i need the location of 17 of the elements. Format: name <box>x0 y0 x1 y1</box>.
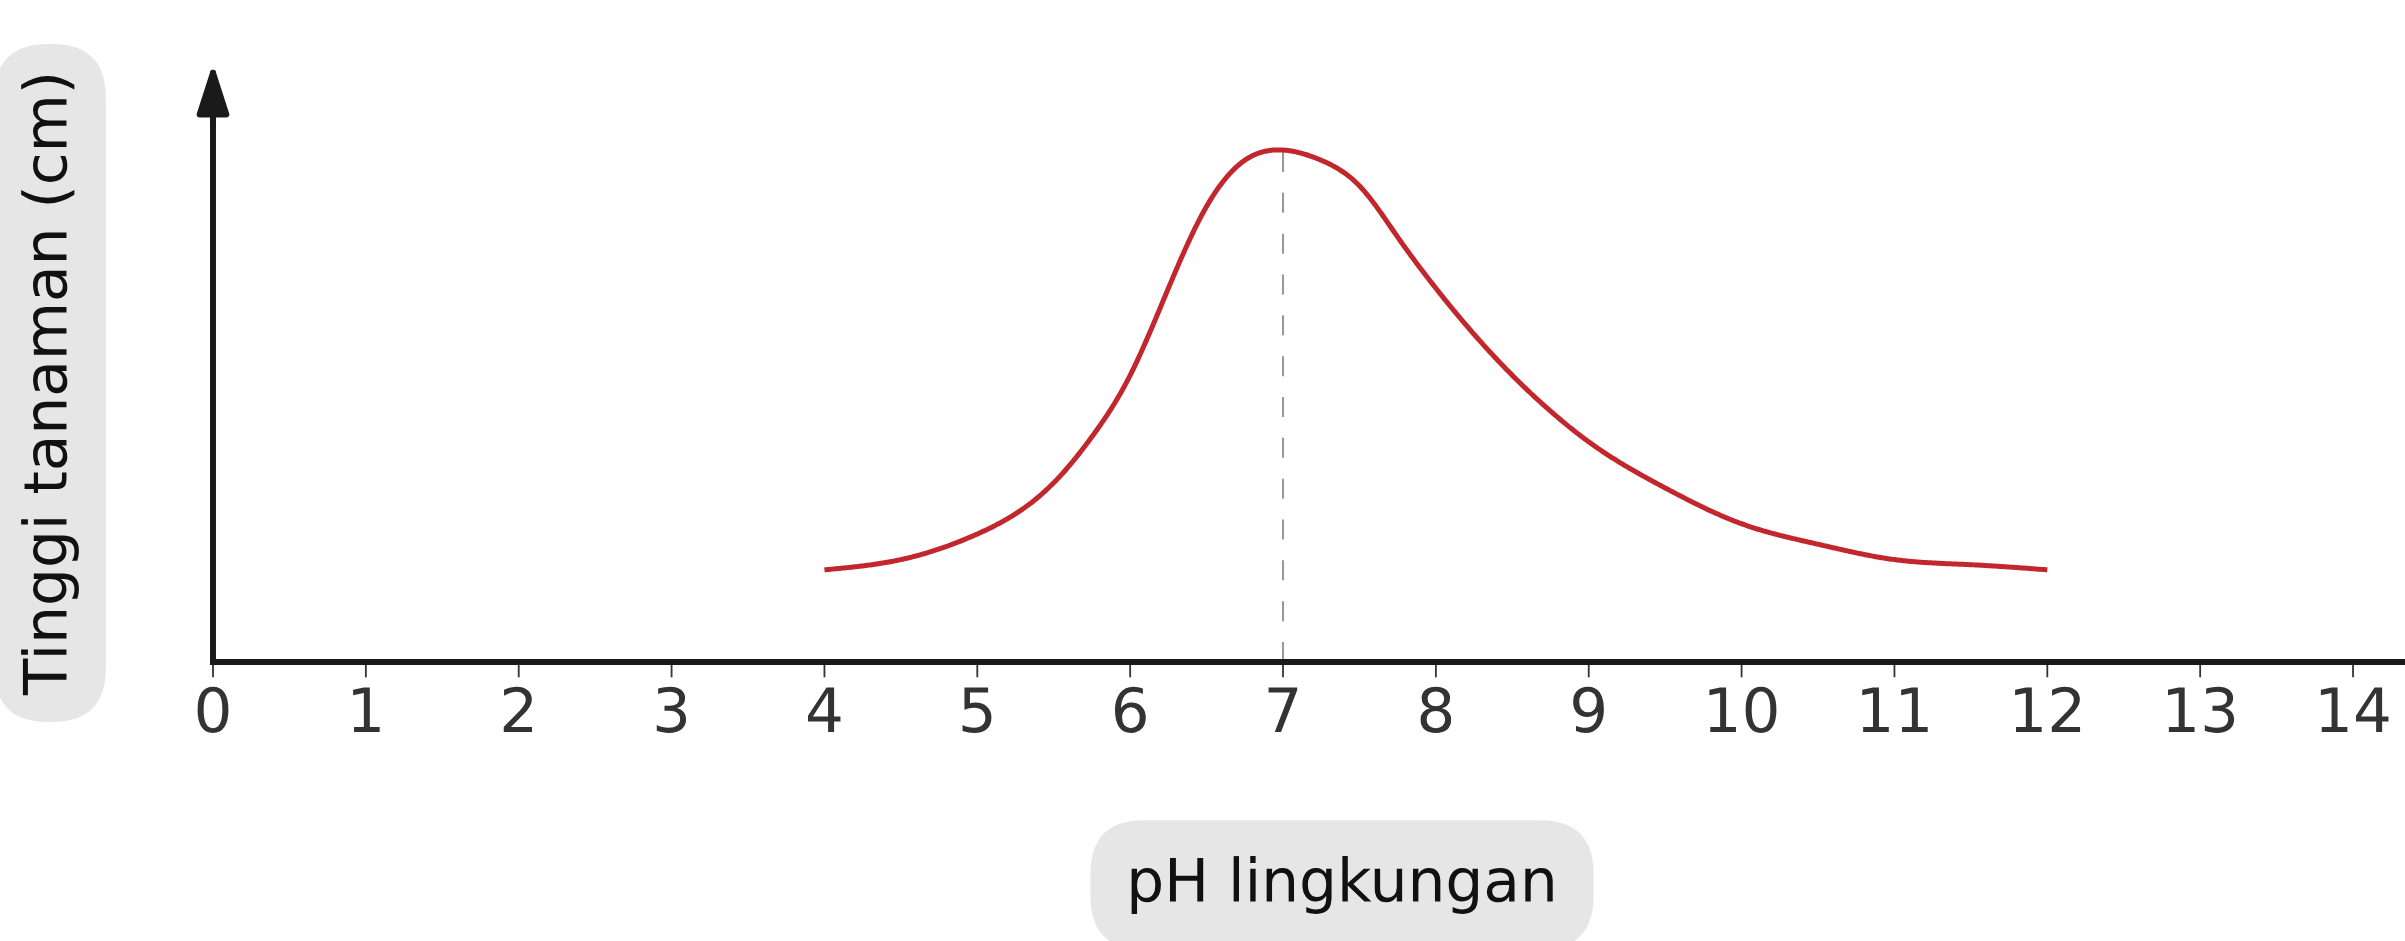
x-tick-label: 10 <box>1709 686 1777 733</box>
x-tick-label: 5 <box>962 687 992 733</box>
x-tick-label: 9 <box>1573 686 1604 733</box>
x-tick-label: 1 <box>353 687 380 733</box>
x-tick-label: 11 <box>1862 687 1928 733</box>
x-tick-label: 8 <box>1420 686 1452 733</box>
x-tick-label: 13 <box>2168 686 2235 733</box>
x-tick-label: 0 <box>197 686 229 733</box>
x-tick-label: 2 <box>503 686 533 733</box>
x-tick-label: 7 <box>1268 687 1298 733</box>
x-tick-label: 12 <box>2015 686 2081 733</box>
x-tick-label: 3 <box>656 686 687 733</box>
x-tick-label: 14 <box>2320 687 2389 733</box>
x-axis-title: pH lingkungan <box>1131 856 1553 914</box>
x-tick-label: 6 <box>1114 686 1146 733</box>
x-tick-label: 4 <box>807 687 841 733</box>
y-axis-title: Tinggi tanaman (cm) <box>21 76 79 696</box>
